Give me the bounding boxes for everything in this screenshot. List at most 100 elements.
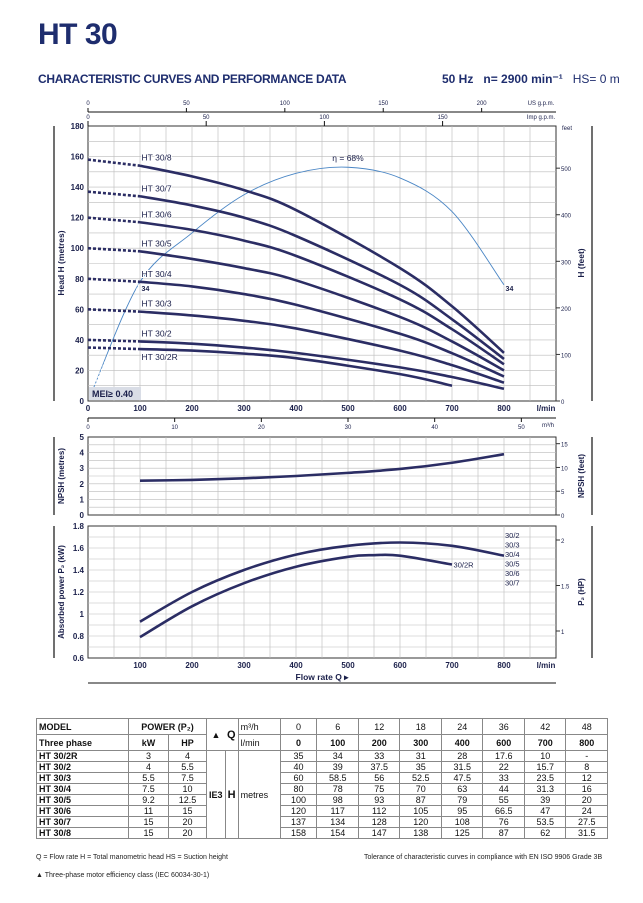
head-value: 39 bbox=[316, 761, 359, 773]
head-value: 35 bbox=[399, 761, 442, 773]
q-lmin: 800 bbox=[565, 734, 608, 751]
head-value: 80 bbox=[279, 783, 318, 795]
efficiency-dash bbox=[92, 281, 141, 390]
m3h-tick-label: 20 bbox=[258, 425, 265, 431]
y-tick-label: 60 bbox=[75, 305, 84, 314]
kw: 4 bbox=[128, 761, 169, 773]
head-curve bbox=[139, 249, 505, 372]
x-tick-label: 400 bbox=[289, 404, 303, 413]
curve-label: HT 30/2 bbox=[142, 328, 172, 338]
head-value: 47 bbox=[523, 805, 567, 817]
hp-tick-label: 1.5 bbox=[561, 585, 570, 591]
h-label: H bbox=[224, 750, 239, 839]
feet-tick-label: 300 bbox=[561, 260, 572, 266]
head-value: 37.5 bbox=[357, 761, 401, 773]
y-tick-label: 0.6 bbox=[73, 654, 85, 663]
legend-note: Q = Flow rate H = Total manometric head … bbox=[36, 854, 228, 861]
x-tick-label: 500 bbox=[341, 661, 355, 670]
head-value: 105 bbox=[399, 805, 442, 817]
model: HT 30/8 bbox=[36, 827, 129, 839]
head-value: 63 bbox=[440, 783, 484, 795]
impgpm-tick-label: 50 bbox=[203, 115, 210, 121]
table-row: HT 30/2 4 5.5 40 39 37.5 35 31.5 22 15.7 8 bbox=[36, 761, 608, 773]
y-tick-label: 4 bbox=[80, 449, 85, 458]
page-title: HT 30 bbox=[38, 18, 118, 51]
head-value: 117 bbox=[316, 805, 359, 817]
hdr-kw: kW bbox=[128, 734, 169, 751]
head-value: 15.7 bbox=[523, 761, 567, 773]
head-curve bbox=[139, 194, 505, 361]
kw: 15 bbox=[128, 827, 169, 839]
q-m3h: 0 bbox=[279, 718, 318, 735]
feet-tick-label: 5 bbox=[561, 490, 565, 496]
hdr-efficiency-class: ▲ bbox=[206, 718, 226, 751]
head-value: 35 bbox=[279, 750, 318, 762]
q-m3h: 12 bbox=[357, 718, 401, 735]
head-value: 8 bbox=[565, 761, 608, 773]
head-value: 44 bbox=[482, 783, 525, 795]
usgpm-tick-label: 200 bbox=[477, 101, 488, 107]
frequency: 50 Hz bbox=[442, 72, 474, 86]
x-tick-label: 300 bbox=[237, 661, 251, 670]
head-value: 79 bbox=[440, 794, 484, 806]
hp: 20 bbox=[168, 816, 207, 828]
x-tick-label: 600 bbox=[393, 661, 407, 670]
head-value: 34 bbox=[316, 750, 359, 762]
head-value: 24 bbox=[565, 805, 608, 817]
head-value: 23.5 bbox=[523, 772, 567, 784]
x-tick-label: 800 bbox=[497, 661, 511, 670]
head-curve bbox=[139, 164, 505, 354]
section-title: CHARACTERISTIC CURVES AND PERFORMANCE DA… bbox=[38, 72, 347, 86]
head-curve bbox=[139, 220, 505, 366]
kw: 7.5 bbox=[128, 783, 169, 795]
head-value: 40 bbox=[279, 761, 318, 773]
efficiency-class-note: ▲ Three-phase motor efficiency class (IE… bbox=[36, 872, 210, 879]
speed: n= 2900 min⁻¹ bbox=[483, 72, 563, 86]
usgpm-tick-label: 150 bbox=[378, 101, 389, 107]
hp: 12.5 bbox=[168, 794, 207, 806]
q-m3h: 6 bbox=[316, 718, 359, 735]
y-tick-label: 1 bbox=[80, 495, 85, 504]
y-axis-right-label: P₂ (HP) bbox=[577, 578, 586, 606]
hp: 15 bbox=[168, 805, 207, 817]
q-m3h: 42 bbox=[523, 718, 567, 735]
head-value: 120 bbox=[279, 805, 318, 817]
head-value: 52.5 bbox=[399, 772, 442, 784]
head-value: 17.6 bbox=[482, 750, 525, 762]
power-curve-label: 30/5 bbox=[505, 560, 520, 569]
hp: 7.5 bbox=[168, 772, 207, 784]
kw: 5.5 bbox=[128, 772, 169, 784]
kw: 3 bbox=[128, 750, 169, 762]
hp: 20 bbox=[168, 827, 207, 839]
y-tick-label: 20 bbox=[75, 366, 84, 375]
x-tick-label: 100 bbox=[133, 661, 147, 670]
curve-label: HT 30/8 bbox=[142, 153, 172, 163]
head-value: 120 bbox=[399, 816, 442, 828]
head-value: 70 bbox=[399, 783, 442, 795]
model: HT 30/6 bbox=[36, 805, 129, 817]
head-value: 75 bbox=[357, 783, 401, 795]
feet-tick-label: 100 bbox=[561, 353, 572, 359]
m3h-tick-label: 50 bbox=[518, 425, 525, 431]
feet-tick-label: 0 bbox=[561, 514, 565, 520]
head-value: 31.5 bbox=[565, 827, 608, 839]
m3h-tick-label: 0 bbox=[86, 425, 90, 431]
head-value: 76 bbox=[482, 816, 525, 828]
y-tick-label: 0 bbox=[80, 397, 85, 406]
model: HT 30/3 bbox=[36, 772, 129, 784]
head-value: 108 bbox=[440, 816, 484, 828]
hp: 10 bbox=[168, 783, 207, 795]
table-row: HT 30/7 15 20 137 134 128 120 108 76 53.5 27.5 bbox=[36, 816, 608, 828]
y-tick-label: 1.6 bbox=[73, 544, 85, 553]
y-tick-label: 80 bbox=[75, 275, 84, 284]
m3h-tick-label: 40 bbox=[431, 425, 438, 431]
head-curve-dotted bbox=[87, 338, 141, 343]
head-value: 20 bbox=[565, 794, 608, 806]
hdr-q: Q bbox=[225, 718, 239, 751]
x-tick-label: 100 bbox=[133, 404, 147, 413]
x-tick-label: 800 bbox=[497, 404, 511, 413]
impgpm-tick-label: 100 bbox=[319, 115, 330, 121]
x-tick-label: 200 bbox=[185, 404, 199, 413]
q-m3h: 24 bbox=[440, 718, 484, 735]
y-tick-label: 160 bbox=[71, 153, 85, 162]
